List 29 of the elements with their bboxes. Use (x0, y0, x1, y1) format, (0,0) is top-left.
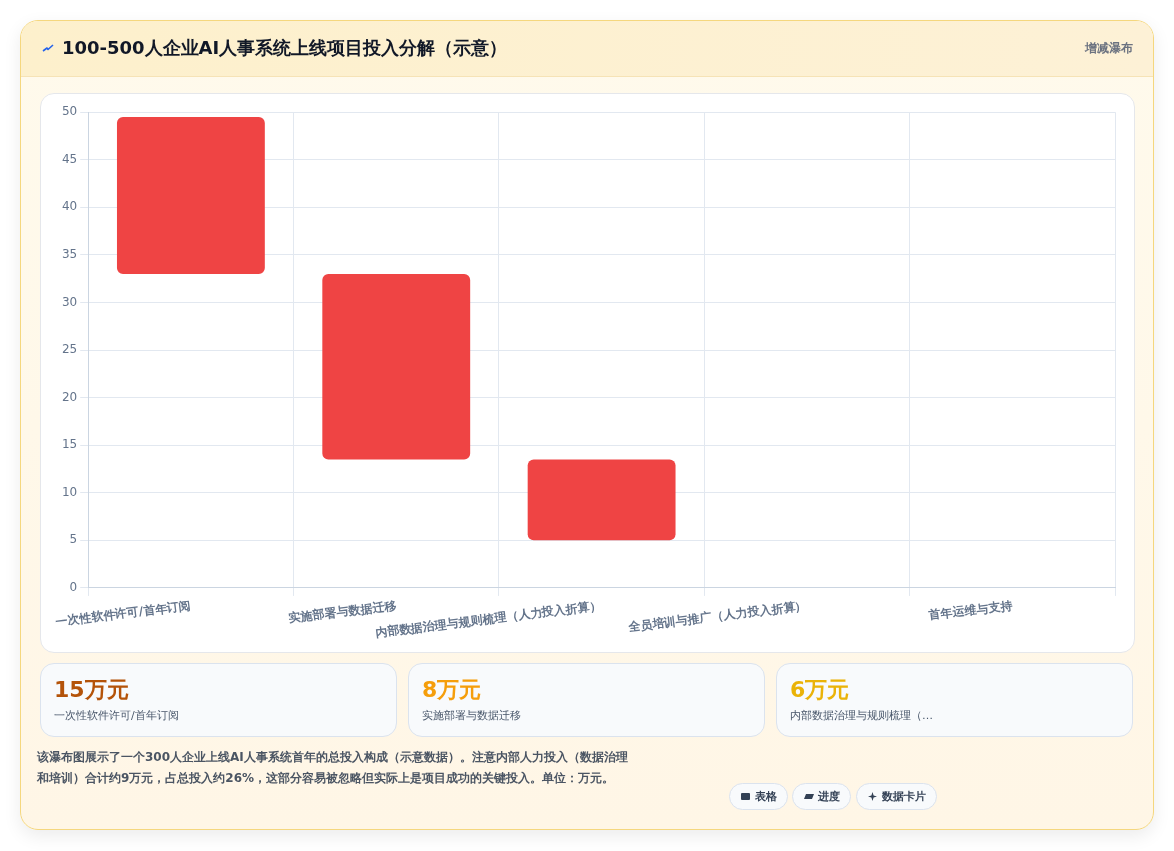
y-tick-label: 25 (61, 342, 78, 357)
y-tick-label: 30 (61, 294, 78, 309)
bar (527, 459, 676, 541)
x-tick-label: 全员培训与推广（人力投入折算） (626, 598, 808, 635)
text: 6万元 (790, 676, 850, 704)
text: 8万元 (422, 676, 482, 704)
y-tick-label: 0 (69, 580, 78, 595)
text: 一次性软件许可/首年订阅 (54, 709, 179, 723)
y-tick-label: 50 (61, 104, 78, 119)
y-tick-label: 15 (61, 437, 78, 452)
y-tick-label: 40 (61, 199, 78, 214)
text: 内部数据治理与规则梳理（… (790, 709, 933, 723)
bar (116, 116, 265, 274)
y-tick-label: 20 (61, 389, 78, 404)
text: 实施部署与数据迁移 (422, 709, 521, 723)
y-tick-label: 5 (69, 532, 78, 547)
y-tick-label: 35 (61, 247, 78, 262)
x-tick-label: 首年运维与支持 (927, 598, 1014, 623)
text: 15万元 (54, 676, 129, 704)
bar (322, 273, 471, 460)
text: 数据卡片 (882, 789, 926, 804)
y-tick-label: 45 (61, 151, 78, 166)
y-tick-label: 10 (61, 484, 78, 499)
text: 进度 (818, 789, 840, 804)
text: 该瀑布图展示了一个300人企业上线AI人事系统首年的总投入构成（示意数据）。注意内部人力投入（数据治理和培训）合计约9万元，占总投入约26%，这部分容易被忽略但实际上是项目成功的关键投入。单位：万元。 (37, 749, 629, 787)
text: 表格 (755, 789, 777, 804)
x-tick-label: 一次性软件许可/首年订阅 (54, 598, 192, 629)
chart-title: 100-500人企业AI人事系统上线项目投入分解（示意） (62, 36, 508, 60)
text: 增减瀑布 (1085, 40, 1133, 56)
